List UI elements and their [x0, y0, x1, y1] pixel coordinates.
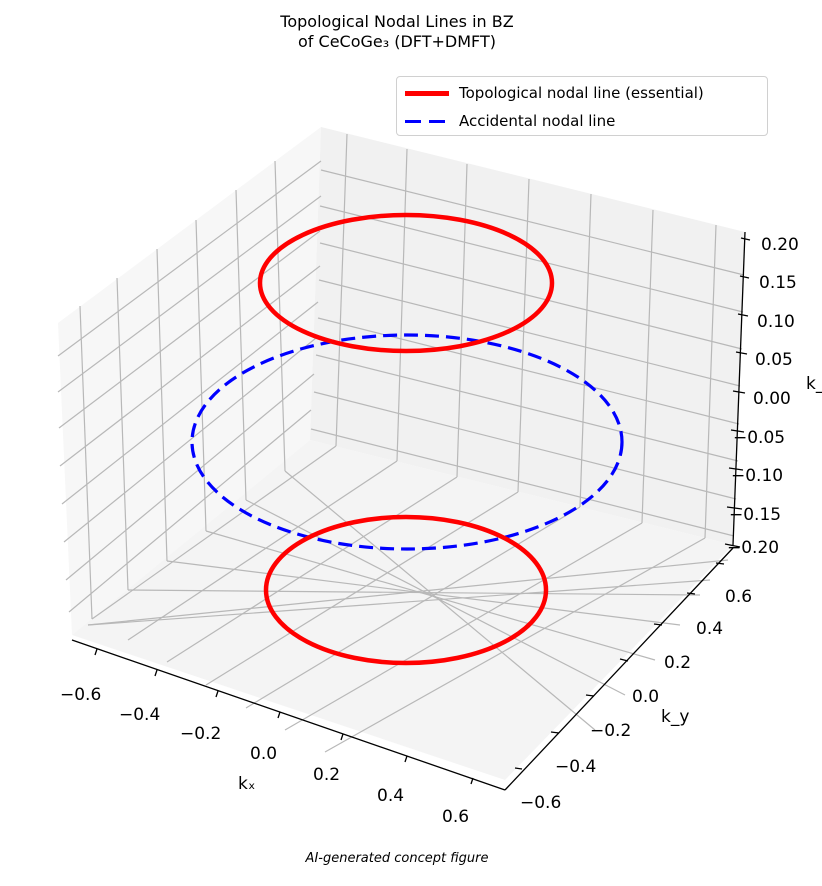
grid-lines	[57, 133, 745, 753]
x-axis-line	[71, 639, 506, 791]
back-left-pane	[58, 127, 321, 635]
legend-item-topological: Topological nodal line (essential)	[405, 82, 704, 104]
y-axis-line	[504, 547, 734, 791]
x-tick-labels: −0.6 −0.4 −0.2 0.0 0.2 0.4 0.6	[60, 685, 469, 827]
legend: Topological nodal line (essential) Accid…	[396, 76, 768, 136]
legend-label: Topological nodal line (essential)	[459, 84, 704, 102]
topological-nodal-line-lower	[263, 514, 549, 666]
chart-title: Topological Nodal Lines in BZ of CeCoGe₃…	[0, 12, 794, 52]
svg-text:−0.4: −0.4	[555, 757, 596, 777]
svg-text:0.10: 0.10	[757, 312, 795, 332]
solid-red-line-icon	[405, 90, 449, 96]
legend-label: Accidental nodal line	[459, 112, 616, 130]
x-axis-label: kₓ	[238, 774, 255, 794]
legend-item-accidental: Accidental nodal line	[405, 110, 615, 132]
y-tick-labels: −0.6 −0.4 −0.2 0.0 0.2 0.4 0.6	[520, 587, 752, 813]
svg-text:−0.6: −0.6	[60, 685, 101, 705]
svg-text:0.15: 0.15	[759, 273, 797, 293]
chart-title-line1: Topological Nodal Lines in BZ	[280, 12, 514, 31]
accidental-nodal-line	[190, 333, 624, 551]
topological-nodal-line-upper	[257, 212, 555, 354]
svg-text:−0.2: −0.2	[180, 724, 221, 744]
svg-text:0.6: 0.6	[725, 587, 752, 607]
y-ticks	[514, 562, 725, 770]
z-tick-labels: 0.20 0.15 0.10 0.05 0.00 −0.05 −0.10 −0.…	[727, 235, 799, 558]
chart-title-line2: of CeCoGe₃ (DFT+DMFT)	[298, 32, 496, 51]
dashed-blue-line-icon	[405, 119, 449, 123]
svg-text:0.0: 0.0	[250, 744, 277, 764]
back-right-pane	[310, 127, 745, 545]
z-axis-label: k_	[806, 374, 822, 394]
caption: AI-generated concept figure	[305, 851, 489, 866]
svg-text:−0.4: −0.4	[119, 705, 160, 725]
svg-text:0.0: 0.0	[632, 687, 659, 707]
axis-lines	[71, 231, 746, 791]
svg-text:−0.20: −0.20	[727, 538, 779, 558]
svg-text:−0.05: −0.05	[733, 428, 785, 448]
svg-text:0.05: 0.05	[755, 350, 793, 370]
y-axis-label: k_y	[661, 707, 689, 727]
svg-text:−0.10: −0.10	[731, 466, 783, 486]
x-ticks	[94, 648, 474, 785]
svg-text:0.00: 0.00	[753, 389, 791, 409]
svg-text:0.20: 0.20	[761, 235, 799, 255]
svg-text:0.2: 0.2	[664, 653, 691, 673]
floor-pane	[72, 440, 733, 780]
svg-text:0.2: 0.2	[313, 765, 340, 785]
svg-text:0.6: 0.6	[442, 807, 469, 827]
svg-text:0.4: 0.4	[696, 619, 723, 639]
z-axis-line	[732, 231, 746, 546]
svg-text:0.4: 0.4	[377, 786, 404, 806]
svg-text:−0.15: −0.15	[729, 505, 781, 525]
z-ticks	[724, 237, 751, 548]
svg-text:−0.2: −0.2	[590, 721, 631, 741]
svg-text:−0.6: −0.6	[520, 793, 561, 813]
